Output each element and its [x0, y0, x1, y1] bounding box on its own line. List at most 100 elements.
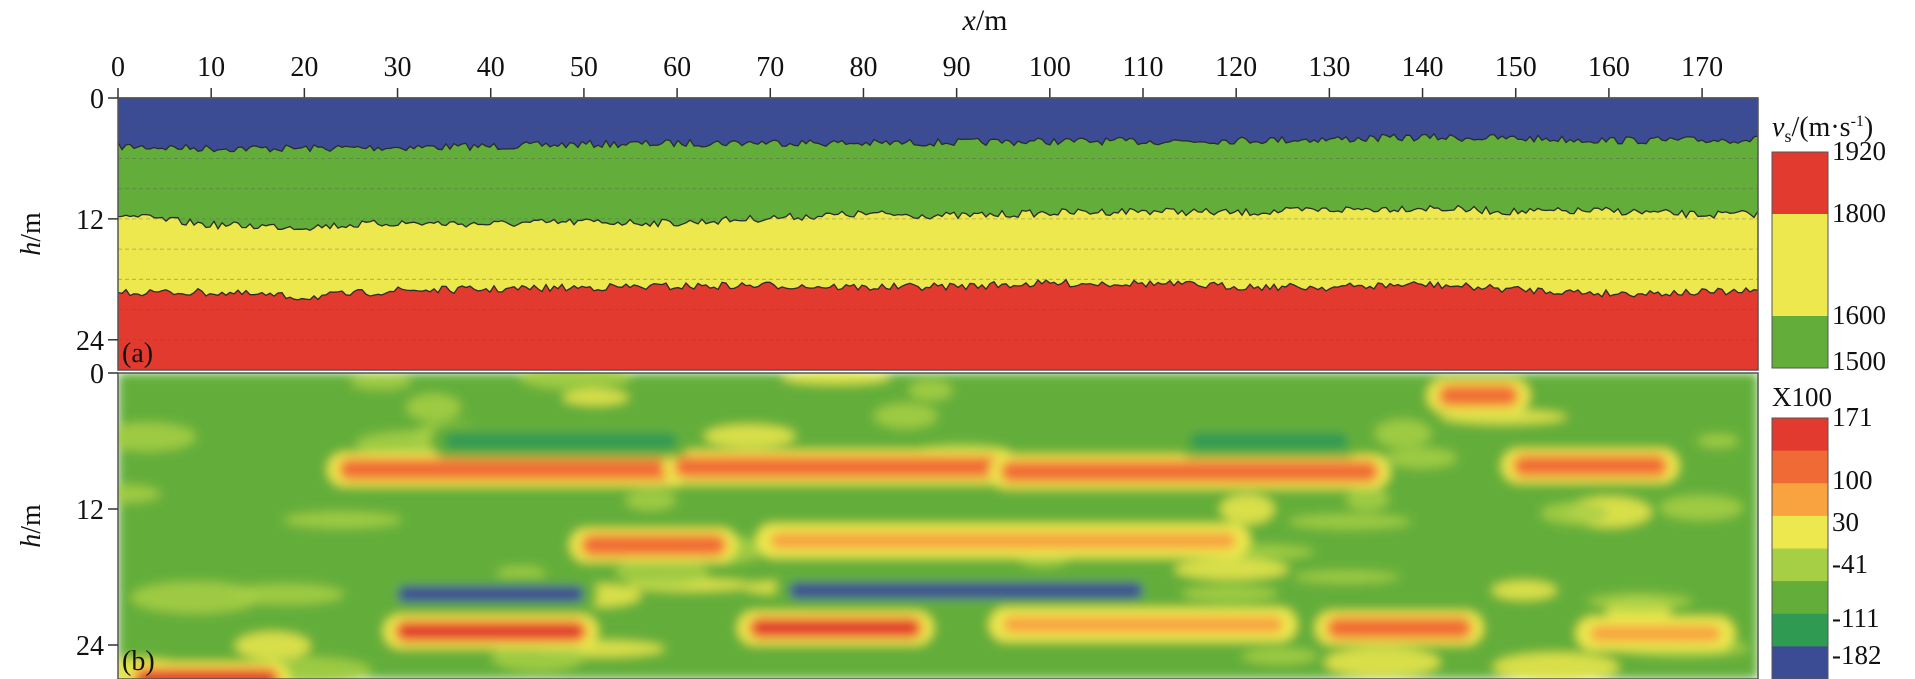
- y-tick-label: 0: [90, 84, 104, 115]
- field-patch: [1242, 648, 1318, 665]
- colorbar-a-title-unit: /(m·s: [1791, 112, 1850, 143]
- field-patch: [908, 379, 953, 401]
- y-tick-label: 24: [76, 631, 104, 662]
- y-tick-label: 0: [90, 359, 104, 390]
- x-tick-label: 40: [477, 52, 505, 83]
- colorbar-a-title: vs/(m·s-1): [1772, 112, 1873, 146]
- layer-1: [118, 98, 1758, 152]
- x-axis-title-unit: /m: [976, 4, 1008, 37]
- field-patch: [704, 424, 796, 448]
- field-patch: [1491, 580, 1557, 600]
- y-tick-label: 12: [76, 205, 104, 236]
- colorbar-b-segment: [1772, 515, 1828, 549]
- field-patch: [562, 389, 629, 406]
- colorbar-b-tick-label: -111: [1832, 603, 1880, 633]
- colorbar-a-tick-label: 1500: [1832, 346, 1886, 376]
- anomaly-core: [1441, 387, 1516, 404]
- x-tick-label: 140: [1402, 52, 1444, 83]
- colorbar-b-tick-label: 100: [1832, 465, 1873, 495]
- x-tick-label: 150: [1495, 52, 1537, 83]
- layer-2: [118, 133, 1758, 231]
- field-patch: [1697, 434, 1739, 448]
- x-tick-label: 100: [1029, 52, 1071, 83]
- colorbar-b-segment: [1772, 581, 1828, 615]
- field-patch: [1288, 514, 1411, 529]
- y-axis-title: h/m: [16, 504, 47, 548]
- x-tick-label: 90: [943, 52, 971, 83]
- x-tick-label: 30: [384, 52, 412, 83]
- x-axis-title: x/m: [962, 4, 1008, 37]
- anomaly-core: [136, 671, 277, 679]
- anomaly-core: [1515, 457, 1665, 474]
- anomaly-core: [444, 433, 678, 449]
- colorbar-b-segment: [1772, 483, 1828, 517]
- x-tick-label: 10: [197, 52, 225, 83]
- colorbar-a-title-close: ): [1864, 112, 1873, 143]
- anomaly-core: [1189, 433, 1348, 449]
- y-axis-title: h/m: [16, 212, 47, 256]
- anomaly-core: [1003, 463, 1376, 480]
- field-patch: [1385, 447, 1457, 469]
- panel-a-velocity-layers: (a): [117, 97, 1759, 371]
- x-tick-label: 20: [290, 52, 318, 83]
- field-patch: [1293, 570, 1400, 583]
- colorbar-b-frame: [1771, 417, 1829, 679]
- field-patch: [1346, 486, 1389, 511]
- colorbar-a-segment: [1772, 316, 1828, 368]
- colorbar-a-title-sub: s: [1784, 126, 1791, 146]
- anomaly-core: [770, 532, 1237, 549]
- y-axis-title-var: h: [16, 534, 47, 548]
- panel-b-field: [118, 373, 1758, 679]
- panel-a-layer-fills: [118, 98, 1758, 370]
- field-patch: [1374, 419, 1432, 448]
- layer-boundary-line: [118, 204, 1758, 232]
- panel-a-frame: [117, 97, 1759, 371]
- anomaly-core: [397, 623, 584, 640]
- field-patch: [1659, 495, 1743, 521]
- field-patch: [1181, 585, 1278, 603]
- anomaly-core: [341, 461, 678, 478]
- field-patch: [1587, 593, 1693, 610]
- x-tick-label: 130: [1308, 52, 1350, 83]
- panel-a-label: (a): [122, 338, 153, 369]
- colorbar-b-tick-label: -41: [1832, 549, 1868, 579]
- y-axis-title-unit: /m: [16, 212, 47, 242]
- field-patch: [118, 484, 161, 503]
- x-tick-label: 160: [1588, 52, 1630, 83]
- panel-b-clip: [118, 373, 1758, 679]
- anomaly-core: [1329, 620, 1470, 636]
- anomaly-core: [751, 620, 920, 636]
- layer-boundary-line: [118, 278, 1758, 301]
- field-patch: [130, 581, 261, 614]
- colorbar-a-tick-label: 1920: [1832, 136, 1886, 166]
- field-patch: [781, 373, 891, 385]
- panel-a-y-axis: 0 12 24 h/m: [16, 84, 118, 357]
- field-patch: [1541, 502, 1609, 525]
- anomaly-core: [397, 586, 584, 602]
- anomaly-core: [1590, 625, 1721, 642]
- colorbar-a-tick-label: 1600: [1832, 300, 1886, 330]
- x-tick-label: 80: [849, 52, 877, 83]
- colorbar-a-title-sup: -1: [1851, 113, 1864, 130]
- field-patch: [1220, 494, 1275, 525]
- field-patch: [283, 511, 402, 529]
- panel-b-frame: [117, 372, 1759, 679]
- colorbar-b-title: X100: [1772, 382, 1832, 412]
- x-tick-label: 0: [111, 52, 125, 83]
- panel-a-dashed-gridlines: [118, 127, 1758, 341]
- field-patch: [406, 393, 461, 422]
- y-axis-title-var: h: [16, 242, 47, 256]
- x-tick-label: 120: [1215, 52, 1257, 83]
- y-tick-label: 12: [76, 495, 104, 526]
- panel-b-label: (b): [122, 646, 155, 677]
- field-patch: [625, 489, 677, 511]
- colorbar-b-segment: [1772, 418, 1828, 452]
- anomaly-core: [1003, 616, 1283, 633]
- colorbar-a-tick-label: 1800: [1832, 198, 1886, 228]
- colorbar-b-segment: [1772, 548, 1828, 582]
- colorbar-a-title-var: v: [1772, 112, 1785, 143]
- colorbar-b-tick-label: 30: [1832, 507, 1859, 537]
- field-patch: [118, 422, 196, 451]
